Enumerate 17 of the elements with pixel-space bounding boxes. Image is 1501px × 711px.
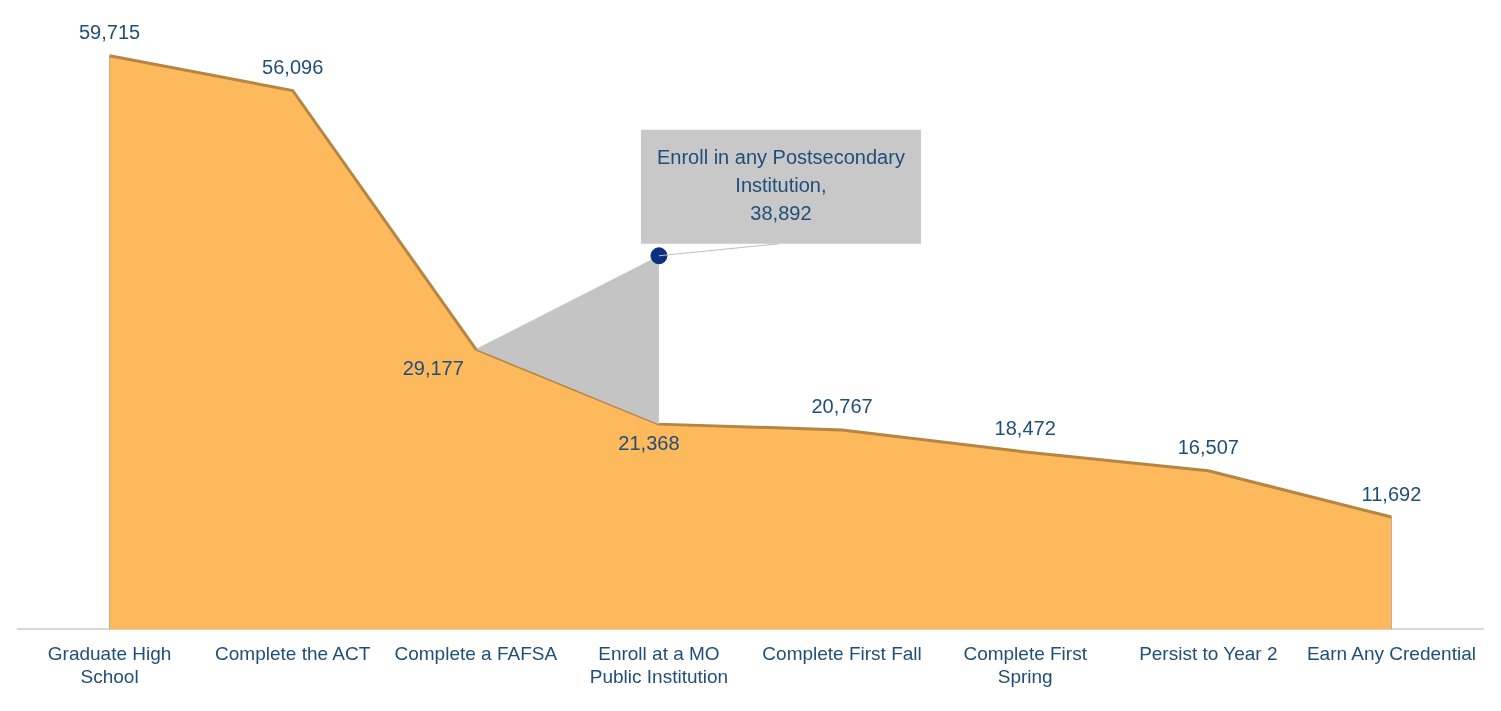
x-tick-label: Complete the ACT bbox=[215, 643, 371, 665]
data-label: 16,507 bbox=[1177, 436, 1239, 459]
x-tick-label: Complete a FAFSA bbox=[394, 643, 558, 665]
x-tick-label: Persist to Year 2 bbox=[1139, 643, 1278, 665]
data-label: 56,096 bbox=[262, 56, 324, 79]
x-tick-label: Graduate High School bbox=[47, 643, 172, 687]
x-tick-label: Enroll at a MO Public Institution bbox=[589, 643, 729, 687]
data-label: 21,368 bbox=[618, 431, 680, 454]
x-tick-label: Complete First Fall bbox=[762, 643, 922, 665]
data-label: 20,767 bbox=[811, 395, 873, 418]
x-tick-label: Earn Any Credential bbox=[1306, 643, 1476, 665]
data-label: 11,692 bbox=[1361, 482, 1422, 505]
annotation: Enroll in any Postsecondary Institution, 38,892 bbox=[656, 146, 905, 225]
data-label: 18,472 bbox=[994, 417, 1056, 440]
x-tick-label: Complete First Spring bbox=[963, 643, 1088, 687]
data-label: 59,715 bbox=[78, 21, 141, 44]
data-label: 29,177 bbox=[402, 356, 464, 379]
